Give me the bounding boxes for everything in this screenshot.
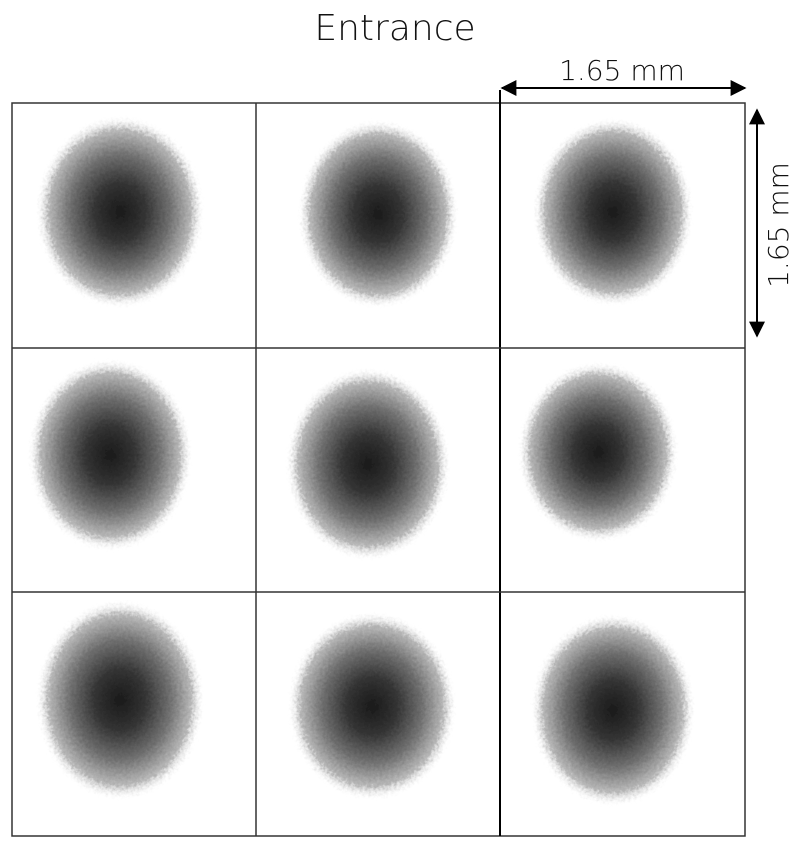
beam-spot xyxy=(36,116,204,308)
beam-spots xyxy=(28,116,695,806)
height-label: 1.65 mm xyxy=(762,162,795,288)
beam-spot xyxy=(533,118,693,306)
beam-spot xyxy=(518,362,678,542)
grid-border xyxy=(11,102,746,837)
beam-spot xyxy=(286,368,450,560)
beam-spot xyxy=(28,359,192,551)
beam-spot xyxy=(36,600,204,800)
beam-spot xyxy=(288,612,456,800)
beam-spot xyxy=(298,120,458,308)
width-label: 1.65 mm xyxy=(559,54,685,87)
image-grid xyxy=(11,90,746,837)
beam-spot xyxy=(531,614,695,806)
figure-title: Entrance xyxy=(314,8,475,49)
